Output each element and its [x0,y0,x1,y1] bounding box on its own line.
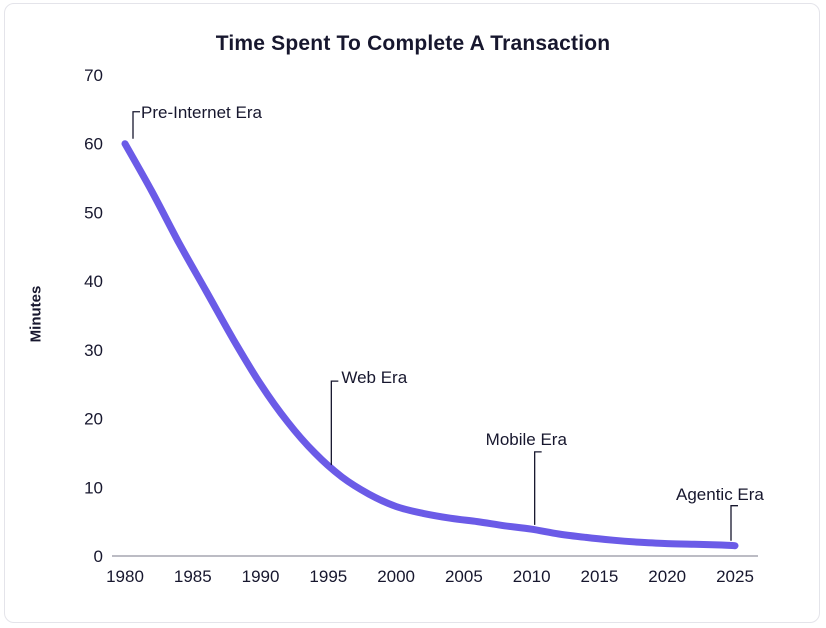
y-tick-label: 10 [84,478,103,497]
annotation-label: Mobile Era [485,429,567,449]
x-tick-label: 2015 [581,567,619,586]
x-tick-label: 2025 [716,567,754,586]
x-tick-label: 1990 [242,567,280,586]
chart-title: Time Spent To Complete A Transaction [215,32,611,55]
y-tick-label: 40 [84,272,103,291]
x-tick-label: 2020 [648,567,686,586]
x-tick-label: 2010 [513,567,551,586]
annotation-label: Web Era [341,368,408,388]
line-series [121,140,739,550]
x-tick-label: 1980 [106,567,144,586]
annotation-label: Agentic Era [676,484,764,504]
x-tick-label: 1995 [309,567,347,586]
y-tick-label: 50 [84,203,103,222]
x-tick-label: 1985 [174,567,212,586]
y-tick-label: 70 [84,66,103,85]
annotation-connector [534,451,542,525]
y-tick-label: 20 [84,410,103,429]
annotation-label: Pre-Internet Era [141,102,262,122]
y-tick-label: 0 [94,547,103,566]
chart-card [4,3,820,623]
y-tick-label: 60 [84,135,103,154]
annotation-connector [730,505,738,541]
annotation-connector [132,111,140,139]
x-tick-label: 2005 [445,567,483,586]
y-tick-label: 30 [84,341,103,360]
annotation-connector [330,380,339,466]
x-tick-label: 2000 [377,567,415,586]
